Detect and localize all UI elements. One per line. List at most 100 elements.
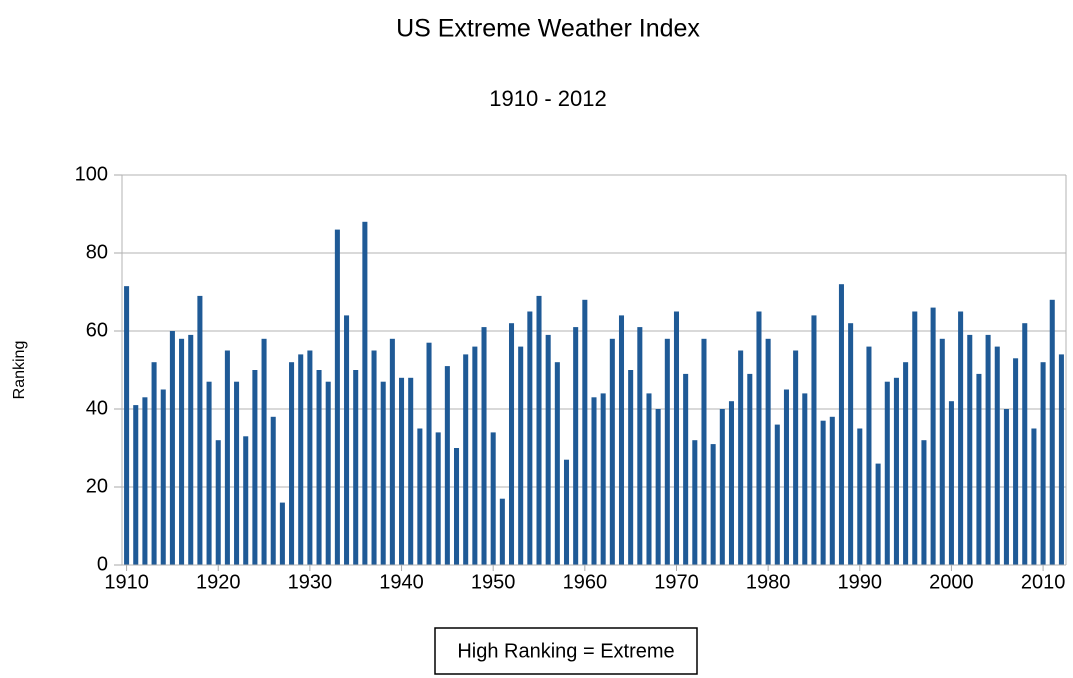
y-tick-label: 100: [75, 163, 108, 185]
bar: [875, 463, 881, 565]
bar: [334, 229, 340, 565]
bar: [518, 346, 524, 565]
bar: [664, 338, 670, 565]
bar: [1003, 409, 1009, 565]
x-tick-label: 1930: [288, 571, 333, 593]
bar: [224, 350, 230, 565]
x-tick-label: 1940: [379, 571, 424, 593]
bar: [637, 327, 643, 565]
bar: [481, 327, 487, 565]
y-tick-label: 80: [86, 241, 108, 263]
bar: [389, 338, 395, 565]
bar: [435, 432, 441, 565]
bar: [967, 334, 973, 565]
x-tick-label: 1960: [563, 571, 608, 593]
y-tick-label: 0: [97, 553, 108, 575]
bar: [417, 428, 423, 565]
x-tick-label: 1970: [654, 571, 699, 593]
bar: [728, 401, 734, 565]
bar: [600, 393, 606, 565]
bar: [701, 338, 707, 565]
bar: [490, 432, 496, 565]
bar: [1040, 362, 1046, 565]
bar: [930, 307, 936, 565]
bar: [380, 381, 386, 565]
bar: [472, 346, 478, 565]
bar: [582, 299, 588, 565]
bar: [921, 440, 927, 565]
bar: [307, 350, 313, 565]
bar: [151, 362, 157, 565]
bar: [719, 409, 725, 565]
bar: [353, 370, 359, 565]
bar: [279, 502, 285, 565]
bar: [463, 354, 469, 565]
bar: [499, 498, 505, 565]
bar: [188, 334, 194, 565]
bar: [765, 338, 771, 565]
bar: [243, 436, 249, 565]
bar: [673, 311, 680, 565]
bar: [756, 311, 762, 565]
bar: [444, 366, 450, 565]
bar: [399, 377, 405, 565]
bar: [866, 346, 872, 565]
bar: [362, 221, 368, 566]
bar: [710, 444, 716, 565]
y-tick-label: 40: [86, 397, 108, 419]
bar: [371, 350, 377, 565]
bar: [554, 362, 560, 565]
bar: [426, 342, 432, 565]
bar: [884, 381, 890, 565]
bar: [344, 315, 350, 565]
bar: [994, 346, 1000, 565]
bar: [270, 416, 276, 565]
bar: [1031, 428, 1037, 565]
bar: [169, 331, 175, 565]
bar: [774, 424, 780, 565]
bar: [820, 420, 826, 565]
annotation-box: [434, 627, 698, 675]
bar: [609, 338, 615, 565]
bar: [646, 393, 652, 565]
bar: [252, 370, 258, 565]
bar: [160, 389, 166, 565]
bar: [683, 373, 689, 565]
bar: [848, 323, 854, 565]
chart-subtitle: 1910 - 2012: [489, 86, 606, 111]
bar: [747, 373, 753, 565]
x-tick-label: 1910: [104, 571, 149, 593]
bar: [692, 440, 698, 565]
bar: [545, 334, 551, 565]
bar: [948, 401, 954, 565]
bar: [857, 428, 863, 565]
bar: [563, 459, 570, 565]
bar: [985, 334, 991, 565]
bar: [527, 311, 533, 565]
bar: [215, 440, 221, 565]
x-tick-label: 2000: [929, 571, 974, 593]
x-tick-label: 2010: [1021, 571, 1066, 593]
bar: [142, 397, 148, 565]
bar: [829, 416, 835, 565]
bar: [179, 338, 185, 565]
bar: [1058, 354, 1064, 565]
bar: [133, 405, 139, 565]
bar: [573, 327, 579, 565]
bar: [903, 362, 909, 565]
bar: [1022, 323, 1028, 565]
bar: [316, 370, 322, 565]
bar: [655, 409, 661, 565]
bar: [124, 286, 130, 565]
bar: [976, 373, 982, 565]
chart-title: US Extreme Weather Index: [396, 15, 700, 43]
bar: [408, 377, 414, 565]
bar: [197, 295, 203, 565]
y-axis-label: Ranking: [11, 341, 28, 400]
bar: [912, 311, 918, 565]
bar: [591, 397, 597, 565]
bar: [1049, 299, 1055, 565]
x-tick-label: 1920: [196, 571, 241, 593]
bar: [939, 338, 945, 565]
